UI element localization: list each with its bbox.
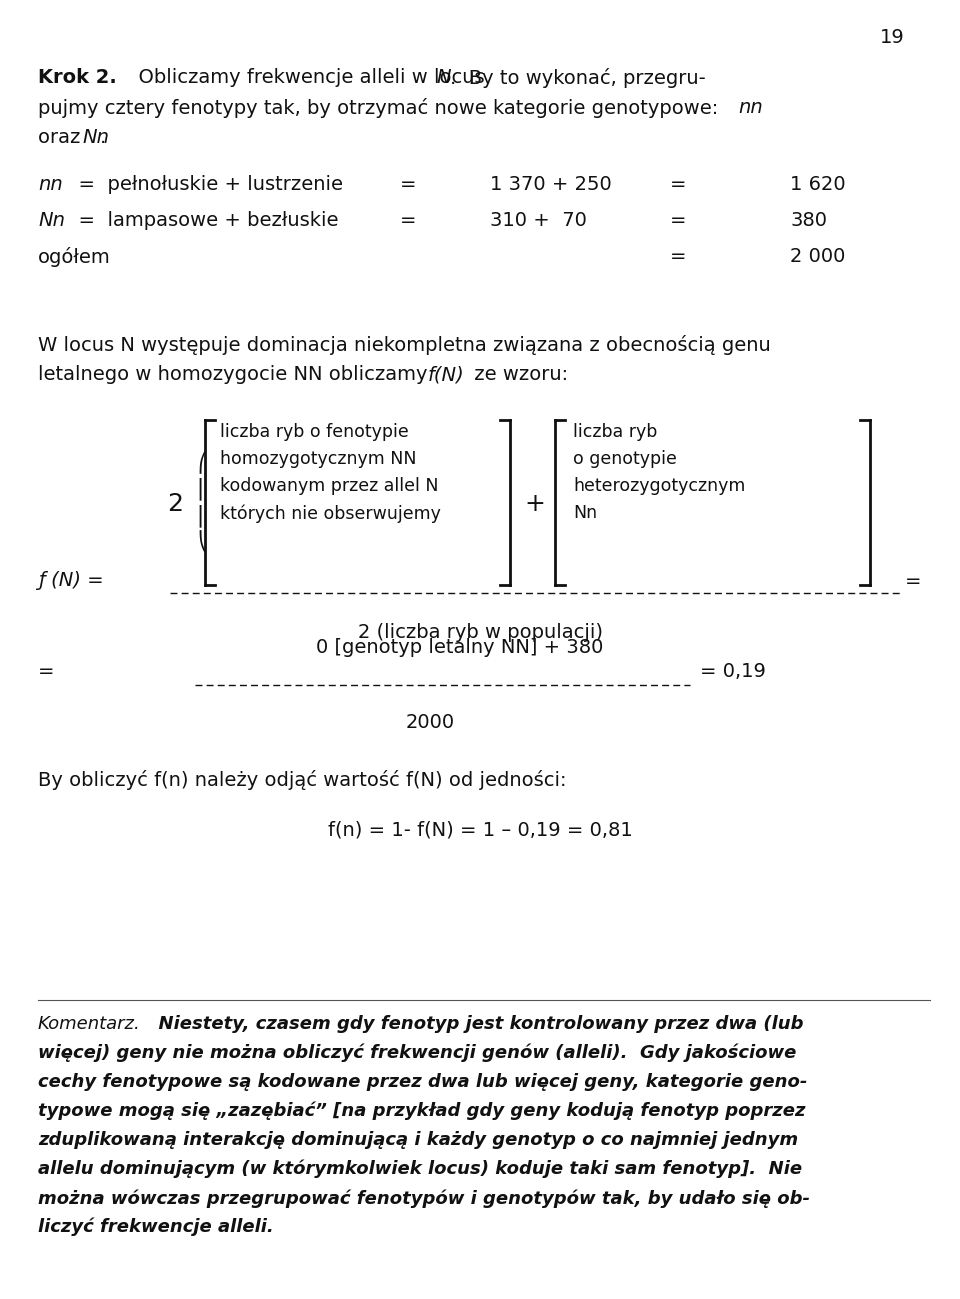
Text: =: = — [670, 247, 686, 266]
Text: ⎛
⎜
⎜
⎝: ⎛ ⎜ ⎜ ⎝ — [197, 451, 206, 552]
Text: .  By to wykonać, przegru-: . By to wykonać, przegru- — [450, 68, 706, 88]
Text: f(n) = 1- f(N) = 1 – 0,19 = 0,81: f(n) = 1- f(N) = 1 – 0,19 = 0,81 — [327, 820, 633, 839]
Text: liczba ryb o fenotypie: liczba ryb o fenotypie — [220, 423, 409, 440]
Text: =: = — [400, 175, 417, 194]
Text: 0 [genotyp letalny NN] + 380: 0 [genotyp letalny NN] + 380 — [316, 638, 604, 657]
Text: zduplikowaną interakcję dominującą i każdy genotyp o co najmniej jednym: zduplikowaną interakcję dominującą i każ… — [38, 1131, 798, 1150]
Text: =: = — [670, 210, 686, 230]
Text: nn: nn — [738, 97, 763, 117]
Text: liczyć frekwencje alleli.: liczyć frekwencje alleli. — [38, 1218, 274, 1237]
Text: 1 370 + 250: 1 370 + 250 — [490, 175, 612, 194]
Text: 2 000: 2 000 — [790, 247, 846, 266]
Text: ze wzoru:: ze wzoru: — [468, 365, 568, 385]
Text: =: = — [670, 175, 686, 194]
Text: =: = — [400, 210, 417, 230]
Text: cechy fenotypowe są kodowane przez dwa lub więcej geny, kategorie geno-: cechy fenotypowe są kodowane przez dwa l… — [38, 1073, 807, 1091]
Text: 2000: 2000 — [405, 713, 455, 733]
Text: 2: 2 — [167, 492, 183, 516]
Text: 19: 19 — [880, 29, 904, 47]
Text: ogółem: ogółem — [38, 247, 110, 268]
Text: liczba ryb: liczba ryb — [573, 423, 658, 440]
Text: Krok 2.: Krok 2. — [38, 68, 117, 87]
Text: f(N): f(N) — [428, 365, 465, 385]
Text: Niestety, czasem gdy fenotyp jest kontrolowany przez dwa (lub: Niestety, czasem gdy fenotyp jest kontro… — [146, 1015, 804, 1033]
Text: oraz: oraz — [38, 129, 86, 147]
Text: = 0,19: = 0,19 — [700, 662, 766, 681]
Text: o genotypie: o genotypie — [573, 449, 677, 468]
Text: kodowanym przez allel N: kodowanym przez allel N — [220, 477, 439, 495]
Text: =  lampasowe + bezłuskie: = lampasowe + bezłuskie — [66, 210, 339, 230]
Text: homozygotycznym NN: homozygotycznym NN — [220, 449, 417, 468]
Text: N: N — [436, 68, 450, 87]
Text: ƒ (N) =: ƒ (N) = — [38, 572, 104, 590]
Text: =: = — [905, 572, 922, 591]
Text: typowe mogą się „zazębiać” [na przykład gdy geny kodują fenotyp poprzez: typowe mogą się „zazębiać” [na przykład … — [38, 1102, 805, 1121]
Text: =  pełnołuskie + lustrzenie: = pełnołuskie + lustrzenie — [66, 175, 343, 194]
Text: 310 +  70: 310 + 70 — [490, 210, 587, 230]
Text: Nn: Nn — [38, 210, 65, 230]
Text: 380: 380 — [790, 210, 827, 230]
Text: =: = — [38, 662, 55, 681]
Text: W locus N występuje dominacja niekompletna związana z obecnością genu: W locus N występuje dominacja niekomplet… — [38, 335, 771, 355]
Text: 2 (liczba ryb w populacji): 2 (liczba ryb w populacji) — [357, 624, 603, 642]
Text: .: . — [100, 129, 107, 147]
Text: By obliczyć f(n) należy odjąć wartość f(N) od jedności:: By obliczyć f(n) należy odjąć wartość f(… — [38, 770, 566, 790]
Text: Komentarz.: Komentarz. — [38, 1015, 141, 1033]
Text: można wówczas przegrupować fenotypów i genotypów tak, by udało się ob-: można wówczas przegrupować fenotypów i g… — [38, 1189, 810, 1208]
Text: 1 620: 1 620 — [790, 175, 846, 194]
Text: nn: nn — [38, 175, 62, 194]
Text: których nie obserwujemy: których nie obserwujemy — [220, 504, 441, 522]
Text: heterozygotycznym: heterozygotycznym — [573, 477, 745, 495]
Text: +: + — [524, 492, 545, 516]
Text: pujmy cztery fenotypy tak, by otrzymać nowe kategorie genotypowe:: pujmy cztery fenotypy tak, by otrzymać n… — [38, 97, 725, 118]
Text: Obliczamy frekwencje alleli w locus: Obliczamy frekwencje alleli w locus — [126, 68, 491, 87]
Text: więcej) geny nie można obliczyć frekwencji genów (alleli).  Gdy jakościowe: więcej) geny nie można obliczyć frekwenc… — [38, 1044, 797, 1063]
Text: Nn: Nn — [82, 129, 109, 147]
Text: letalnego w homozygocie NN obliczamy: letalnego w homozygocie NN obliczamy — [38, 365, 434, 385]
Text: allelu dominującym (w którymkolwiek locus) koduje taki sam fenotyp].  Nie: allelu dominującym (w którymkolwiek locu… — [38, 1160, 803, 1178]
Text: Nn: Nn — [573, 504, 597, 522]
